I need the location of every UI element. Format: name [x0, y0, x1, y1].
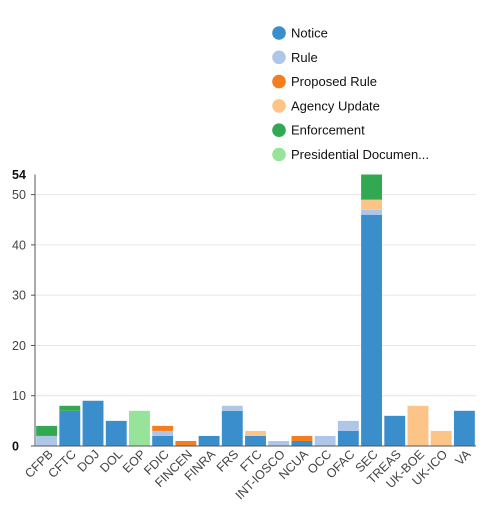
bar-ofac-1	[337, 420, 359, 431]
y-tick-label-4: 40	[12, 238, 26, 252]
bar-ncua-0	[291, 440, 313, 446]
y-tick-label-1: 10	[12, 389, 26, 403]
y-axis: 0 10 20 30 40 50 54	[12, 168, 36, 454]
legend-swatch-2	[272, 74, 286, 89]
legend-label-5: Presidential Documen...	[291, 147, 429, 162]
bar-fdic-1	[152, 430, 174, 436]
y-max-label: 54	[12, 168, 26, 182]
legend-label-0: Notice	[291, 26, 328, 41]
legend-label-1: Rule	[291, 50, 318, 65]
bar-int-iosco-1	[268, 440, 290, 446]
bar-sec-4	[361, 174, 382, 200]
bar-finra-0	[198, 435, 220, 446]
legend-label-2: Proposed Rule	[291, 74, 377, 89]
bar-frs-1	[221, 405, 243, 411]
bar-cftc-0	[59, 410, 81, 446]
bar-ncua-2	[291, 435, 313, 441]
y-tick-label-5: 50	[12, 188, 26, 202]
bar-sec-1	[361, 209, 382, 215]
bar-cfpb-1	[36, 435, 58, 446]
legend-swatch-5	[272, 147, 286, 162]
bar-sec-3	[361, 199, 382, 210]
x-tick-label-va: VA	[452, 447, 474, 469]
bar-uk-boe-3	[407, 405, 429, 446]
x-tick-label-doj: DOJ	[75, 447, 103, 475]
legend-swatch-1	[272, 50, 286, 65]
bar-fincen-2	[175, 440, 197, 446]
x-axis: CFPBCFTCDOJDOLEOPFDICFINCENFINRAFRSFTCIN…	[22, 445, 476, 502]
legend-label-3: Agency Update	[291, 98, 380, 113]
bar-fdic-2	[152, 425, 174, 431]
bar-ofac-0	[337, 430, 359, 446]
legend-label-4: Enforcement	[291, 123, 365, 138]
bar-frs-0	[221, 410, 243, 446]
bar-eop-5	[129, 410, 150, 446]
bar-occ-1	[314, 435, 336, 446]
bar-uk-ico-3	[430, 430, 452, 446]
y-tick-label-2: 20	[12, 339, 26, 353]
x-tick-label-frs: FRS	[214, 447, 242, 475]
bar-va-0	[453, 410, 475, 446]
bars	[36, 174, 475, 446]
x-tick-label-dol: DOL	[97, 447, 125, 475]
bar-dol-0	[105, 420, 127, 446]
bar-cfpb-4	[36, 425, 58, 436]
legend-swatch-0	[272, 26, 286, 40]
bar-treas-0	[384, 415, 406, 446]
y-tick-label-3: 30	[12, 289, 26, 303]
bar-ftc-0	[245, 435, 266, 446]
legend-swatch-4	[272, 123, 286, 137]
bar-sec-0	[361, 214, 382, 446]
bar-cftc-4	[59, 405, 81, 411]
bar-fdic-0	[152, 435, 174, 446]
legend-swatch-3	[272, 99, 286, 113]
legend: Notice Rule Proposed Rule Agency Update Enfo…	[272, 26, 429, 162]
bar-ftc-3	[245, 430, 266, 436]
y-tick-label-0: 0	[12, 440, 19, 454]
grid-lines	[35, 194, 476, 397]
bar-doj-0	[82, 400, 104, 446]
